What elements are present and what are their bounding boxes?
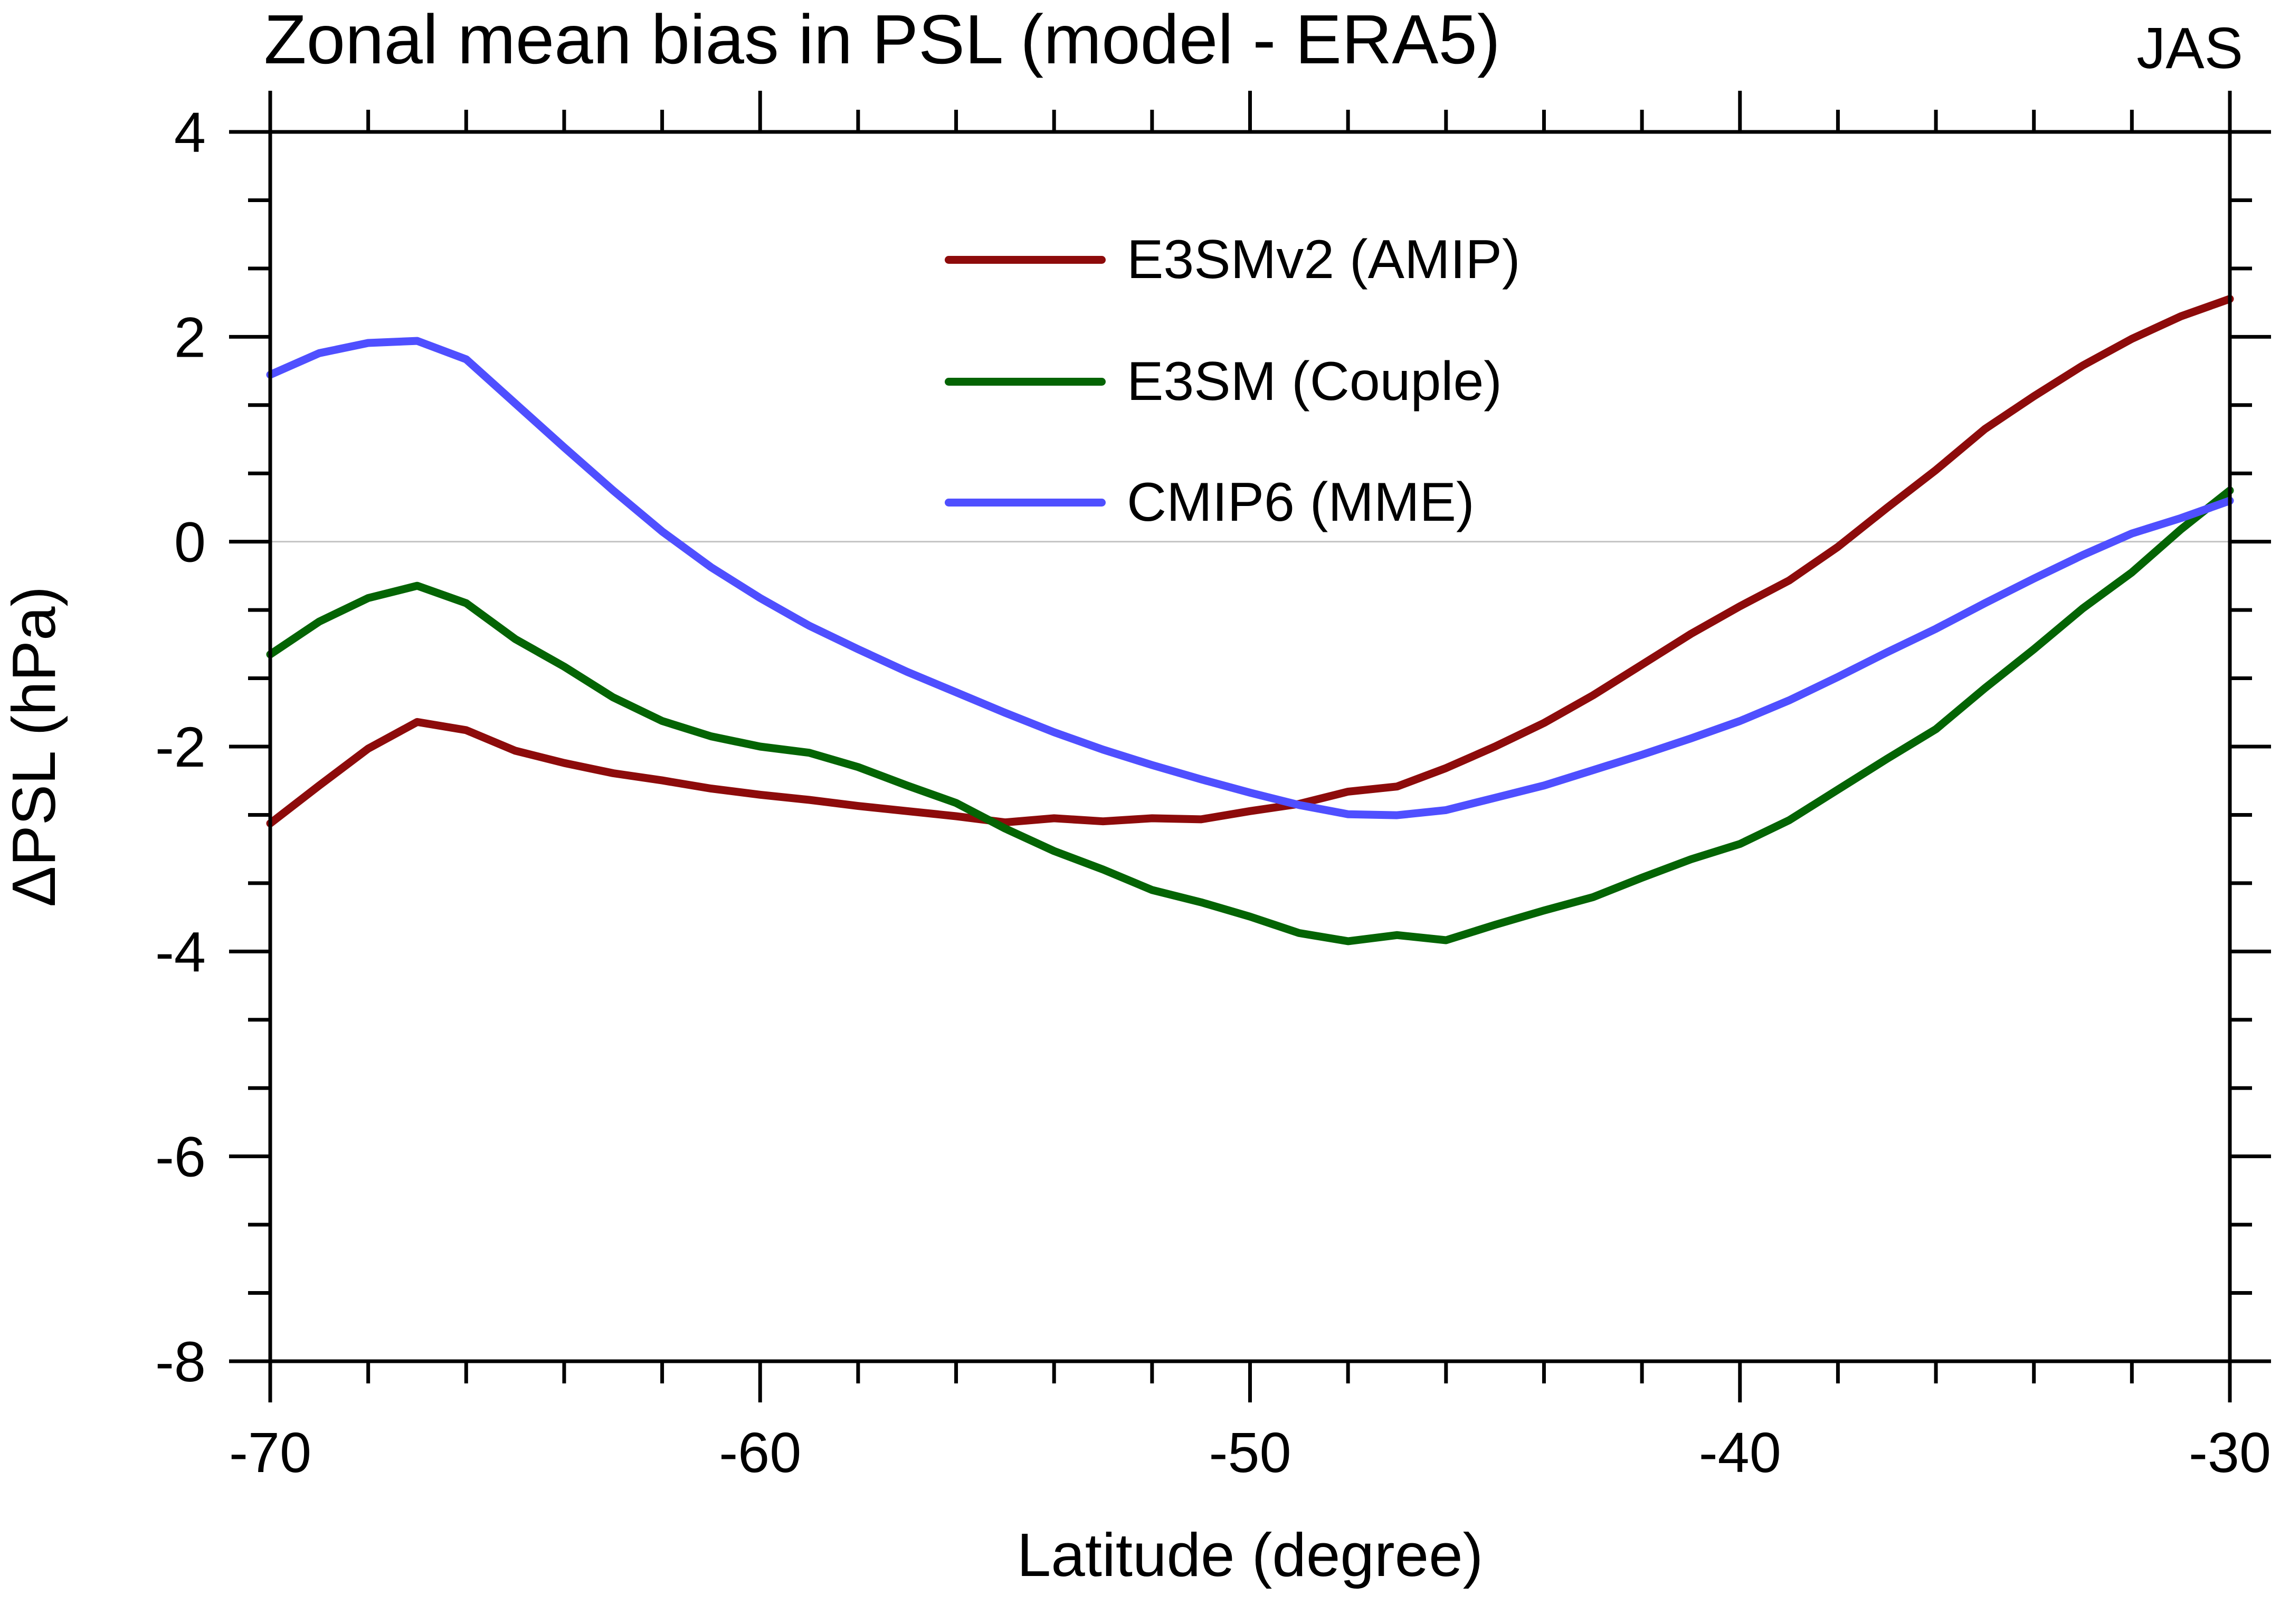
season-label: JAS [2136,16,2243,81]
legend-label: CMIP6 (MME) [1127,471,1475,533]
x-tick-label: -60 [719,1420,801,1484]
y-tick-label: -2 [155,715,206,779]
legend-line-swatch [945,498,1106,507]
series-line-cmip6-mme [266,337,2234,819]
plot-frame [268,130,2232,1363]
legend-row: E3SMv2 (AMIP) [945,228,1521,290]
y-tick-label: -8 [155,1330,206,1393]
legend-row: E3SM (Couple) [945,350,1502,412]
x-axis-title: Latitude (degree) [1016,1521,1484,1589]
y-tick-label: -6 [155,1125,206,1189]
legend-line-swatch [945,255,1106,264]
chart-title: Zonal mean bias in PSL (model - ERA5) [264,1,1500,78]
legend-line-swatch [945,377,1106,386]
y-tick-label: -4 [155,920,206,983]
legend-label: E3SM (Couple) [1127,350,1502,412]
y-tick-label: 2 [174,305,206,369]
y-axis-title: ΔPSL (hPa) [0,586,68,907]
x-tick-label: -70 [229,1420,311,1484]
x-tick-label: -40 [1699,1420,1781,1484]
y-tick-label: 0 [174,510,206,574]
y-tick-label: 4 [174,100,206,164]
x-tick-label: -30 [2189,1420,2271,1484]
legend-label: E3SMv2 (AMIP) [1127,228,1521,290]
legend-row: CMIP6 (MME) [945,471,1475,533]
series-line-e3sm-couple [266,486,2234,945]
series-line-e3smv2-amip [266,295,2234,828]
x-tick-label: -50 [1209,1420,1291,1484]
